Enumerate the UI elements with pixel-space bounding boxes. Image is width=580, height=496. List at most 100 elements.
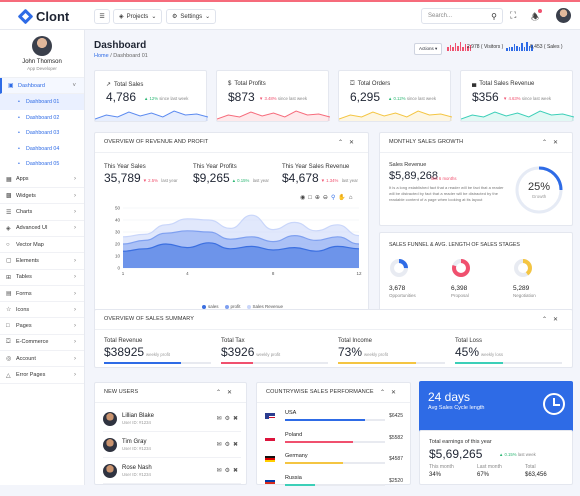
collapse-icon[interactable]: ⌃ — [541, 317, 553, 323]
monthly-description: It is a long established fact that a rea… — [389, 185, 504, 202]
kpi-label: This Year Sales Revenue — [282, 164, 350, 170]
settings-icon[interactable]: ⚙ — [224, 416, 233, 422]
sidebar-item-elements[interactable]: ▢ Elements › — [0, 253, 84, 270]
mail-icon[interactable]: ✉ — [216, 442, 225, 448]
summary-label: Total Tax — [221, 338, 245, 344]
close-icon[interactable]: ✕ — [390, 390, 402, 396]
x-tick-label: 8 — [272, 271, 275, 276]
sidebar-item-dashboard-03[interactable]: • Dashboard 03 — [0, 125, 84, 141]
stat-label: ⛋ Total Orders — [350, 81, 390, 88]
card-controls[interactable]: ⌃✕ — [380, 389, 402, 396]
camera-icon[interactable]: ◉ — [300, 195, 309, 201]
home-icon[interactable]: ⌂ — [348, 195, 356, 201]
collapse-icon[interactable]: ⌃ — [379, 390, 391, 396]
settings-dropdown[interactable]: ⚙ Settings ⌄ — [166, 9, 217, 24]
spark-bar — [506, 48, 508, 51]
collapse-icon[interactable]: ⌃ — [215, 390, 227, 396]
country-value: $2520 — [389, 477, 403, 484]
overview-title: OVERVIEW OF REVENUE AND PROFIT — [104, 139, 209, 145]
trash-icon[interactable]: ✖ — [232, 416, 241, 422]
legend-swatch — [246, 304, 251, 309]
sidebar-item-dashboard-04[interactable]: • Dashboard 04 — [0, 141, 84, 157]
overview-kpi: This Year Sales 35,789 ▼ 2.5% last year — [104, 164, 178, 185]
card-controls[interactable]: ⌃✕ — [216, 389, 238, 396]
zoom-in-icon[interactable]: ⊕ — [314, 195, 323, 201]
trash-icon[interactable]: ✖ — [232, 468, 241, 474]
user-name: Tim Gray — [122, 438, 147, 445]
sidebar-item-dashboard[interactable]: ▣ Dashboard ˅ — [0, 78, 84, 95]
magnifier-icon[interactable]: ⚲ — [330, 195, 339, 201]
sidebar-item-advanced-ui[interactable]: ◈ Advanced UI › — [0, 221, 84, 237]
sidebar-item-charts[interactable]: ☰ Charts › — [0, 204, 84, 221]
sidebar-item-widgets[interactable]: ▩ Widgets › — [0, 188, 84, 205]
x-tick-label: 1 — [122, 271, 125, 276]
legend-swatch — [224, 304, 229, 309]
sidebar-item-error-pages[interactable]: △ Error Pages › — [0, 367, 84, 384]
bell-icon[interactable]: 🕭 — [531, 12, 540, 22]
summary-item: Total Revenue $38925 weekly profit — [104, 338, 211, 364]
card-controls[interactable]: ⌃✕ — [338, 139, 360, 146]
sidebar-item-label: Dashboard 01 — [26, 99, 60, 106]
sidebar-item-vector-map[interactable]: ○ Vector Map — [0, 237, 84, 254]
close-icon[interactable]: ✕ — [552, 317, 564, 323]
sidebar-item-tables[interactable]: ⊞ Tables › — [0, 270, 84, 286]
growth-sub: Growth — [531, 194, 547, 199]
actions-dropdown[interactable]: Actions ▾ — [414, 43, 443, 55]
sidebar-item-account[interactable]: ◎ Account › — [0, 351, 84, 368]
stat-change-note: since last week — [277, 96, 307, 101]
profile-avatar[interactable] — [32, 36, 52, 56]
flag-germany-icon — [265, 456, 275, 462]
summary-value: 45% — [455, 345, 480, 359]
card-controls[interactable]: ⌃✕ — [542, 316, 564, 323]
legend-item[interactable]: profit — [224, 304, 241, 309]
user-row[interactable]: Lillian Blake User ID: #1234 ✉⚙✖ — [103, 406, 241, 432]
legend-item[interactable]: sales — [202, 304, 219, 309]
fullscreen-icon[interactable]: ⛶ — [510, 10, 517, 20]
earnings-col-label: Last month — [477, 464, 502, 470]
user-avatar[interactable] — [556, 8, 571, 23]
search-icon[interactable]: ⚲ — [491, 12, 497, 21]
close-icon[interactable]: ✕ — [348, 140, 360, 146]
user-row[interactable]: Rose Nash User ID: #1234 ✉⚙✖ — [103, 458, 241, 484]
sidebar-item-apps[interactable]: ▦ Apps › — [0, 172, 84, 189]
search-input[interactable]: Search... ⚲ — [421, 8, 503, 24]
chevron-right-icon: › — [74, 192, 76, 199]
breadcrumb-home[interactable]: Home — [94, 53, 109, 59]
pan-icon[interactable]: ✋ — [338, 195, 349, 201]
close-icon[interactable]: ✕ — [552, 140, 564, 146]
sidebar-item-label: Vector Map — [16, 241, 44, 248]
stat-change-note: since last week — [521, 96, 551, 101]
select-icon[interactable]: □ — [308, 195, 315, 201]
card-controls[interactable]: ⌃✕ — [542, 139, 564, 146]
sidebar-item-dashboard-01[interactable]: • Dashboard 01 — [0, 94, 84, 110]
legend-item[interactable]: Sales Revenue — [246, 304, 283, 309]
sidebar-item-forms[interactable]: ▤ Forms › — [0, 286, 84, 303]
stat-sparkline — [95, 110, 208, 121]
zoom-out-icon[interactable]: ⊖ — [322, 195, 331, 201]
menu-toggle-button[interactable]: ☰ — [94, 9, 110, 24]
chevron-right-icon: › — [74, 372, 76, 378]
sidebar-item-pages[interactable]: □ Pages › — [0, 318, 84, 335]
summary-value-row: 45% weekly loss — [455, 345, 562, 359]
user-row[interactable]: Tim Gray User ID: #1234 ✉⚙✖ — [103, 432, 241, 458]
y-tick-label: 10 — [115, 254, 121, 259]
collapse-icon[interactable]: ⌃ — [541, 140, 553, 146]
sidebar-item-dashboard-02[interactable]: • Dashboard 02 — [0, 110, 84, 126]
sidebar-item-e-commerce[interactable]: ⛋ E-Commerce › — [0, 335, 84, 352]
bullet-icon: • — [18, 145, 20, 152]
mail-icon[interactable]: ✉ — [216, 416, 225, 422]
app-logo[interactable]: Clont — [17, 8, 69, 25]
trash-icon[interactable]: ✖ — [232, 442, 241, 448]
earnings-value: $5,69,265 — [429, 447, 483, 461]
close-icon[interactable]: ✕ — [226, 390, 238, 396]
collapse-icon[interactable]: ⌃ — [337, 140, 349, 146]
sidebar-item-icons[interactable]: ☆ Icons › — [0, 302, 84, 319]
mail-icon[interactable]: ✉ — [216, 468, 225, 474]
settings-icon[interactable]: ⚙ — [224, 442, 233, 448]
chart-toolbar[interactable]: ◉□⊕⊖⚲✋⌂ — [300, 194, 355, 201]
sidebar-item-dashboard-05[interactable]: • Dashboard 05 — [0, 156, 84, 172]
projects-dropdown[interactable]: ◈ Projects ⌄ — [113, 9, 163, 24]
settings-icon[interactable]: ⚙ — [224, 468, 233, 474]
stat-label: ↗ Total Sales — [106, 81, 143, 88]
dollar-icon: $ — [228, 81, 232, 87]
